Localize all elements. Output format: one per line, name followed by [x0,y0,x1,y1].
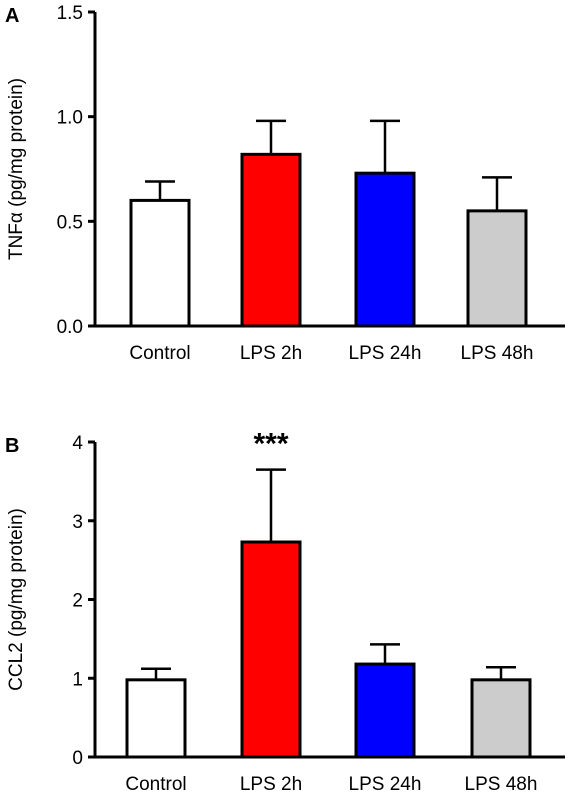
y-axis-label: TNFα (pg/mg protein) [6,78,27,260]
y-tick-label: 3 [72,512,83,533]
category-label: LPS 24h [349,774,422,795]
category-label: LPS 2h [240,774,302,795]
bar [240,152,302,328]
y-tick-label: 0.5 [57,212,83,233]
y-axis-label: CCL2 (pg/mg protein) [6,508,27,691]
significance-annotation: *** [253,428,288,461]
bar [125,678,187,759]
category-label: Control [129,343,190,364]
y-tick-label: 4 [72,433,83,454]
category-label: LPS 48h [465,774,538,795]
y-tick-label: 2 [72,591,83,612]
panel-label: B [5,435,19,457]
bar [240,540,302,759]
panel-label: A [5,5,19,27]
y-tick-label: 1.0 [57,108,83,129]
category-label: LPS 2h [240,343,302,364]
bar [354,171,416,328]
bar [470,678,532,759]
y-tick-label: 1.5 [57,3,83,24]
chart-panel-b: B 0 1 2 3 4 CCL2 (pg/mg protein) Control LPS 2h L… [5,428,565,795]
category-label: Control [125,774,186,795]
category-label: LPS 48h [461,343,534,364]
chart-panel-a: A 0.0 0.5 1.0 1.5 TNFα (pg/mg protein) Control… [5,3,565,364]
category-label: LPS 24h [349,343,422,364]
y-tick-label: 1 [72,669,83,690]
y-tick-label: 0.0 [57,317,83,338]
y-tick-label: 0 [72,748,83,769]
bar [354,662,416,759]
bar [129,198,191,328]
bar [466,209,528,328]
